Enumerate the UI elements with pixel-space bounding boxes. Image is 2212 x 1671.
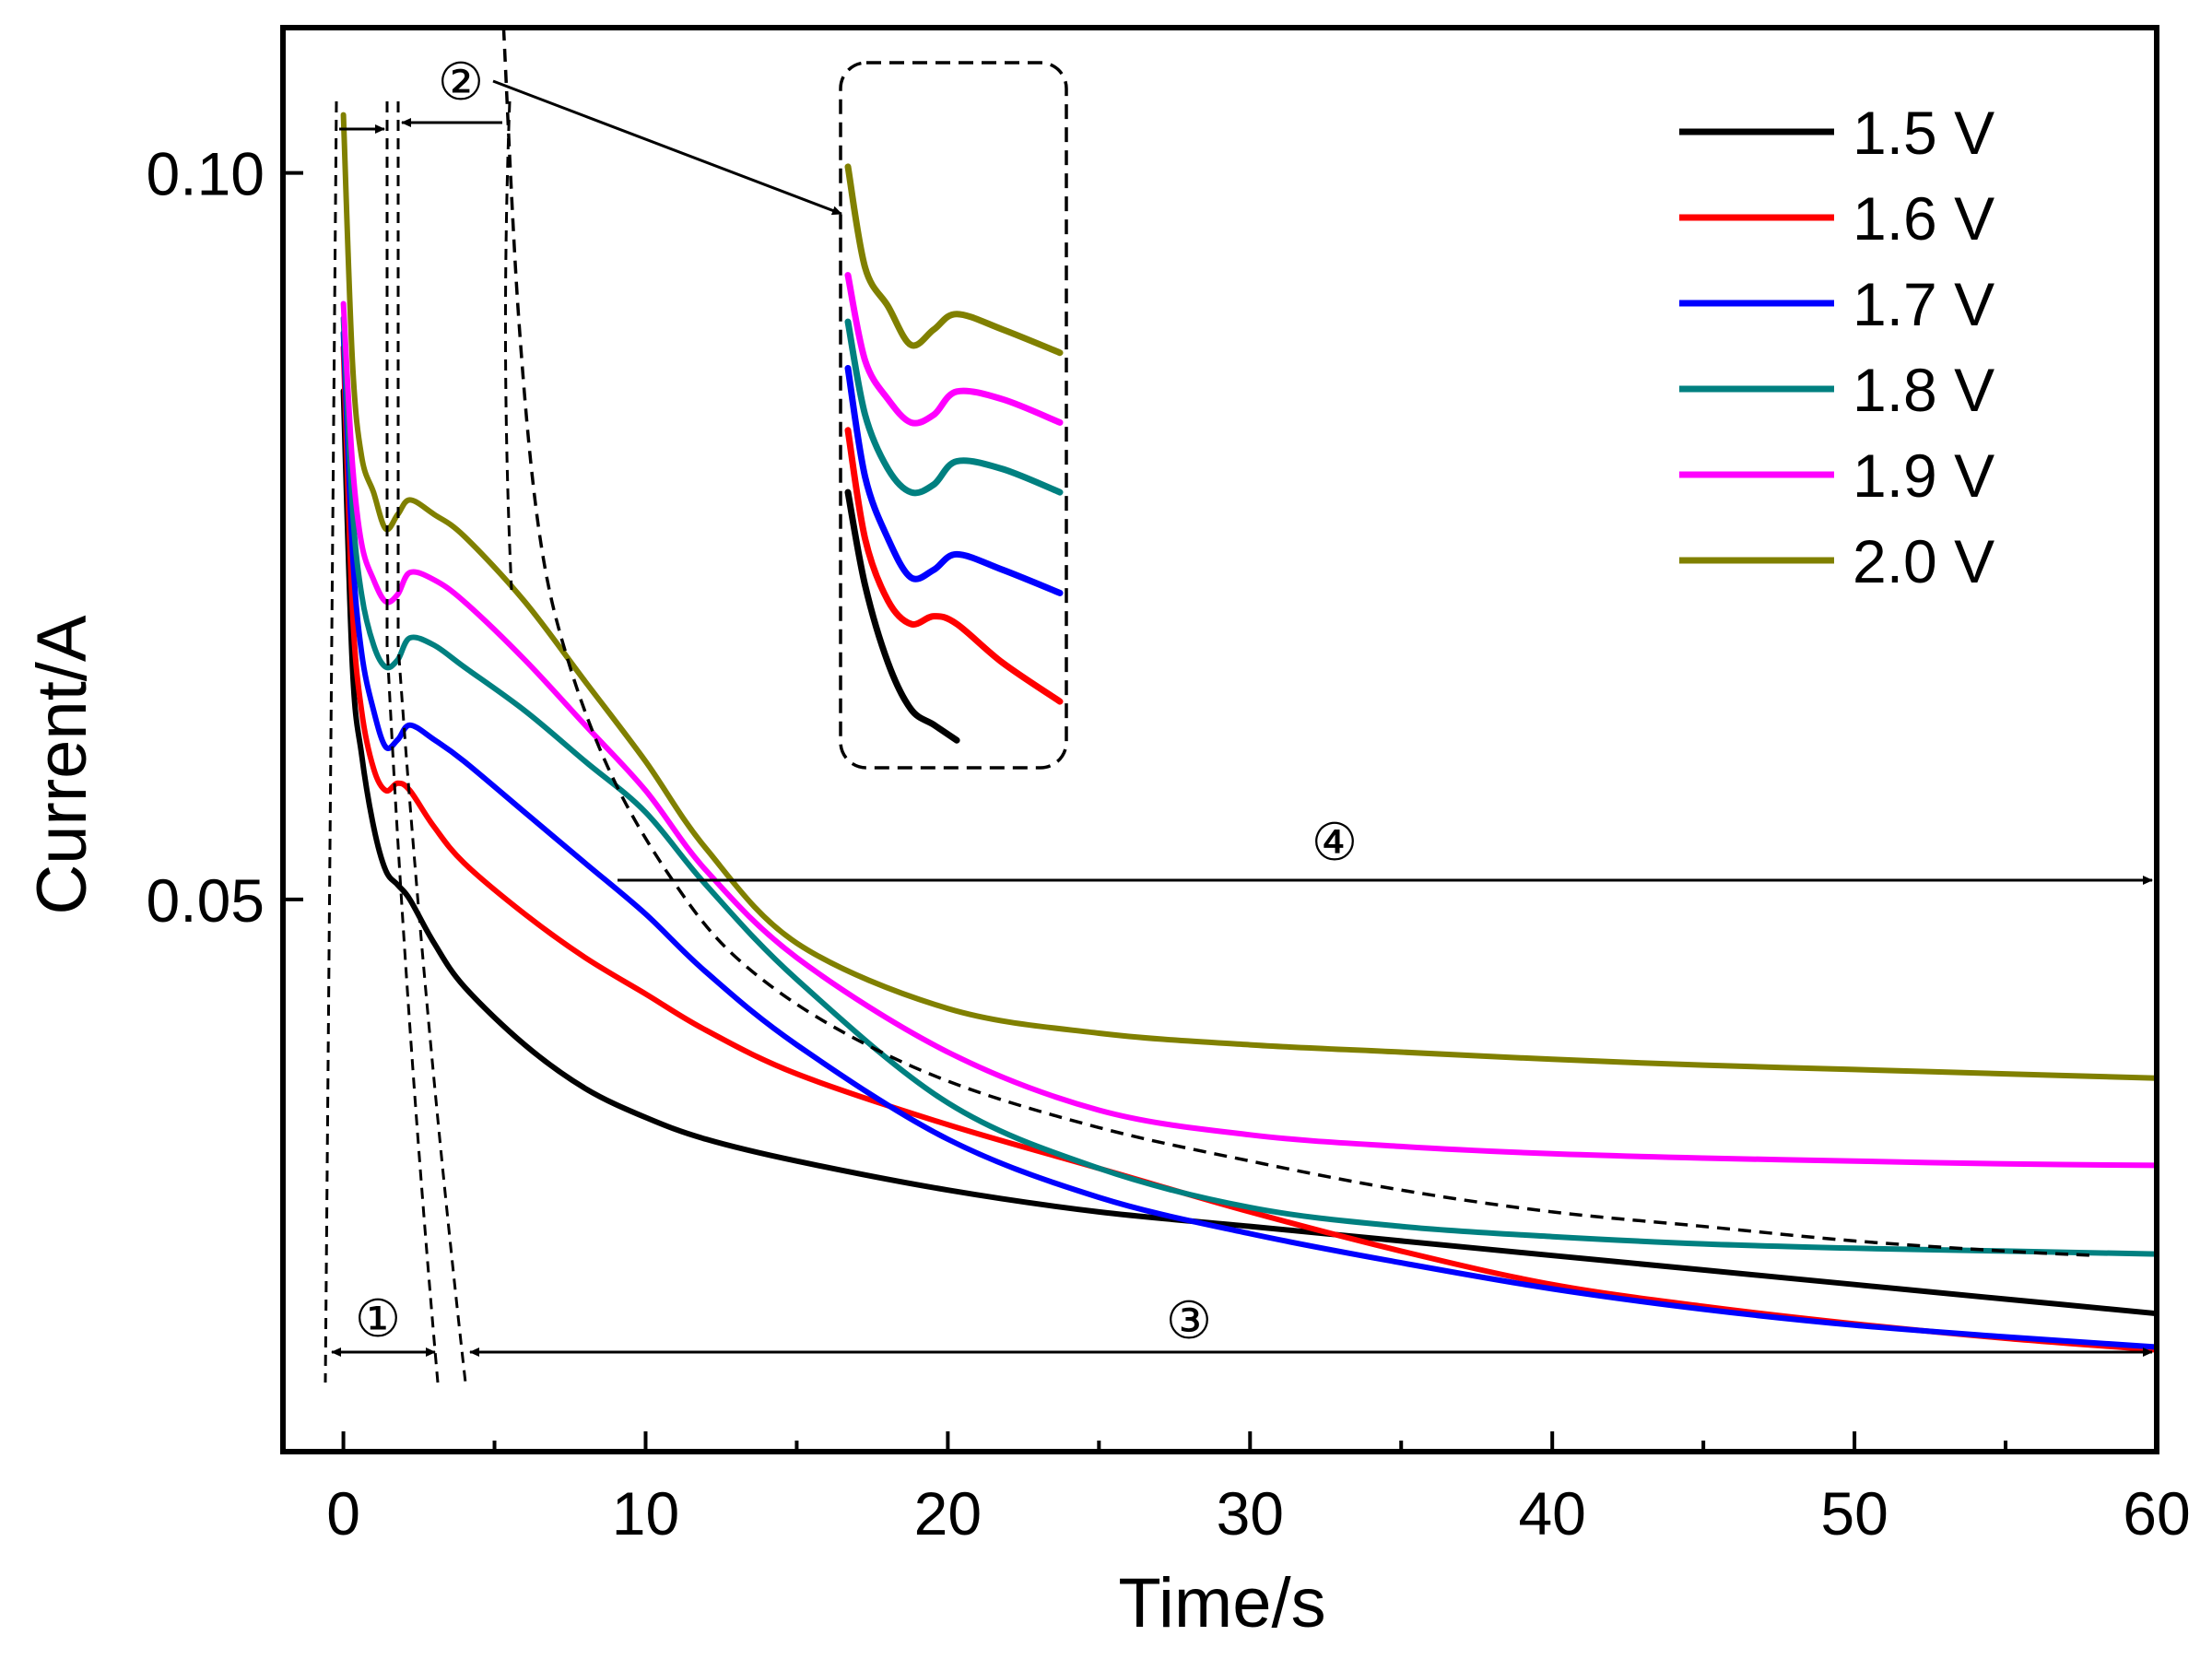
legend: 1.5 V 1.6 V 1.7 V 1.8 V 1.9 V 2.0 V [1679, 99, 1994, 595]
inset-series-line-2 [844, 365, 1064, 596]
x-tick-label-6: 60 [2123, 1479, 2190, 1547]
boundary-line-1 [385, 101, 440, 1383]
inset-frame [839, 61, 1068, 770]
boundary-line-3 [503, 100, 513, 591]
stage-annotations: ① ② ③ ④ [324, 53, 2153, 1383]
stage-label-3: ③ [1166, 1291, 1212, 1351]
inset-series-line-3 [844, 318, 1064, 497]
series-line-5 [340, 112, 2159, 1081]
y-tick-label-0: 0.05 [147, 866, 265, 935]
series-line-4 [340, 300, 2159, 1169]
stage-2-inset-arrow [492, 79, 842, 216]
legend-label-5: 2.0 V [1853, 527, 1994, 595]
x-tick-label-5: 50 [1820, 1479, 1888, 1547]
legend-label-4: 1.9 V [1853, 441, 1994, 510]
series-line-3 [340, 315, 2159, 1257]
stage-label-2: ② [438, 53, 484, 112]
boundary-line-2 [396, 101, 467, 1383]
inset-zoom [839, 61, 1068, 770]
legend-label-2: 1.7 V [1853, 270, 1994, 338]
series-line-0 [340, 388, 2159, 1317]
y-tick-label-1: 0.10 [147, 140, 265, 208]
stage-label-4: ④ [1312, 813, 1358, 873]
legend-label-3: 1.8 V [1853, 356, 1994, 424]
x-tick-label-3: 30 [1217, 1479, 1284, 1547]
legend-label-1: 1.6 V [1853, 184, 1994, 253]
plot-frame [280, 25, 2159, 1454]
inset-series-line-0 [844, 488, 960, 744]
inset-series-line-4 [844, 272, 1064, 427]
series-line-2 [340, 330, 2159, 1350]
stage-label-1: ① [355, 1289, 401, 1349]
inset-series-line-1 [844, 427, 1064, 705]
x-tick-label-0: 0 [326, 1479, 360, 1547]
x-tick-label-4: 40 [1518, 1479, 1585, 1547]
series-line-1 [340, 344, 2159, 1353]
boundary-line-0 [324, 100, 338, 1383]
x-tick-label-2: 20 [914, 1479, 982, 1547]
fit-curve-dashed [501, 27, 2097, 1257]
x-axis-title: Time/s [1118, 1564, 1325, 1642]
inset-series-line-5 [844, 163, 1064, 357]
legend-label-0: 1.5 V [1853, 99, 1994, 167]
x-tick-label-1: 10 [612, 1479, 679, 1547]
y-axis-title: Current/A [23, 615, 101, 915]
